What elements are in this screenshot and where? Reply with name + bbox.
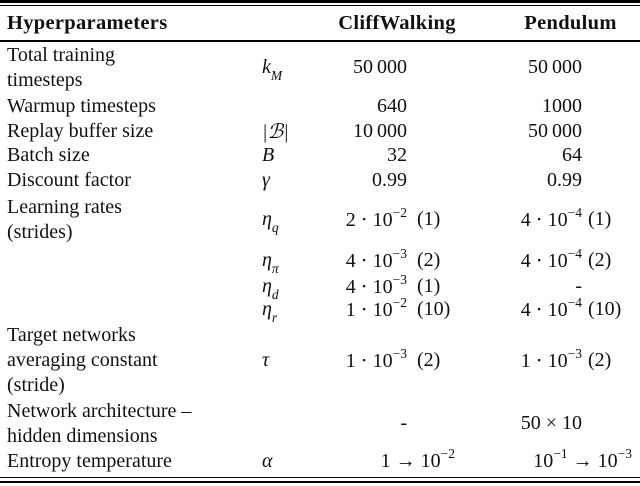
symbol-cell: kM: [262, 56, 283, 83]
pendulum-stride: (10): [588, 297, 622, 320]
symbol-cell: α: [262, 450, 273, 472]
table-row-replay-buffer-size: Replay buffer size |ℬ| 10 000 50 000: [0, 119, 640, 143]
row-label: Entropy temperature: [7, 450, 172, 472]
pendulum-value: 0.99: [547, 168, 582, 191]
symbol-cell: γ: [262, 168, 270, 191]
table-row-network-architecture: Network architecture – hidden dimensions …: [0, 399, 640, 447]
cliffwalking-value: 4 ⋅ 10−3: [345, 245, 407, 272]
pendulum-value: 50 000: [527, 119, 582, 142]
pendulum-value: 10−1 → 10−3: [533, 446, 632, 472]
cliffwalking-stride: (1): [417, 274, 441, 297]
symbol-cell: |ℬ|: [262, 120, 289, 143]
cliffwalking-value: 4 ⋅ 10−3: [345, 271, 407, 298]
pendulum-value: 1000: [542, 94, 582, 117]
table-row-learning-rate-q: Learning rates (strides) ηq 2 ⋅ 10−2 (1) …: [0, 193, 640, 247]
cliffwalking-value: 1 ⋅ 10−3: [345, 345, 407, 372]
row-label: Replay buffer size: [7, 119, 154, 142]
table-row-entropy-temperature: Entropy temperature α 1 → 10−2 10−1 → 10…: [0, 447, 640, 477]
row-label: Total training timesteps: [7, 43, 116, 91]
cliffwalking-stride: (2): [417, 248, 441, 271]
row-label: Learning rates (strides): [7, 195, 122, 243]
bottom-rule-outer: [0, 480, 640, 483]
table-row-warmup-timesteps: Warmup timesteps 640 1000: [0, 94, 640, 119]
table-header-row: Hyperparameters CliffWalking Pendulum: [0, 6, 640, 40]
cliffwalking-stride: (10): [417, 297, 451, 320]
row-label: Batch size: [7, 143, 90, 166]
cliffwalking-value: 10 000: [352, 119, 407, 142]
cliffwalking-stride: (2): [417, 348, 441, 371]
header-cliffwalking: CliffWalking: [338, 11, 456, 34]
table-row-discount-factor: Discount factor γ 0.99 0.99: [0, 168, 640, 193]
row-label: Warmup timesteps: [7, 94, 156, 117]
cliffwalking-stride: (1): [417, 208, 441, 230]
pendulum-stride: (2): [588, 248, 612, 271]
table-row-learning-rate-d: ηd 4 ⋅ 10−3 (1) -: [0, 271, 640, 302]
symbol-cell: ηr: [262, 297, 278, 325]
pendulum-value: -: [575, 274, 582, 297]
bottom-rule-inner: [0, 476, 640, 478]
symbol-cell: ηq: [262, 208, 279, 235]
header-hyperparameters: Hyperparameters: [7, 11, 168, 34]
cliffwalking-value: 0.99: [372, 168, 407, 191]
top-rule-outer: [0, 0, 640, 3]
cliffwalking-value: 50 000: [352, 56, 407, 78]
row-label: Network architecture – hidden dimensions: [7, 399, 192, 447]
symbol-cell: ηd: [262, 274, 279, 302]
row-label: Target networks averaging constant (stride…: [7, 323, 158, 396]
pendulum-value: 50 000: [527, 56, 582, 78]
pendulum-value: 1 ⋅ 10−3: [520, 345, 582, 372]
table-row-total-training-timesteps: Total training timesteps kM 50 000 50 000: [0, 42, 640, 94]
cliffwalking-value: 640: [377, 94, 407, 117]
table-row-batch-size: Batch size B 32 64: [0, 143, 640, 168]
table-row-learning-rate-pi: ηπ 4 ⋅ 10−3 (2) 4 ⋅ 10−4 (2): [0, 245, 640, 276]
pendulum-value: 64: [562, 143, 582, 166]
cliffwalking-value: 2 ⋅ 10−2: [345, 205, 407, 231]
header-rule: [0, 40, 640, 42]
pendulum-stride: (1): [588, 208, 612, 230]
cliffwalking-value: 32: [387, 143, 407, 166]
table-row-target-network-tau: Target networks averaging constant (stride…: [0, 322, 640, 399]
symbol-cell: ηπ: [262, 248, 279, 276]
pendulum-stride: (2): [588, 348, 612, 371]
cliffwalking-value: 1 ⋅ 10−2: [345, 294, 407, 321]
pendulum-value: 4 ⋅ 10−4: [520, 245, 582, 272]
header-pendulum: Pendulum: [524, 11, 617, 34]
cliffwalking-value: 1 → 10−2: [380, 446, 455, 472]
pendulum-value: 50 × 10: [520, 412, 582, 434]
symbol-cell: B: [262, 143, 275, 166]
row-label: Discount factor: [7, 168, 131, 191]
symbol-cell: τ: [262, 348, 270, 371]
cliffwalking-value: -: [400, 412, 407, 434]
pendulum-value: 4 ⋅ 10−4: [520, 294, 582, 321]
pendulum-value: 4 ⋅ 10−4: [520, 205, 582, 231]
top-rule-inner: [0, 4, 640, 6]
table-row-learning-rate-r: ηr 1 ⋅ 10−2 (10) 4 ⋅ 10−4 (10): [0, 294, 640, 325]
